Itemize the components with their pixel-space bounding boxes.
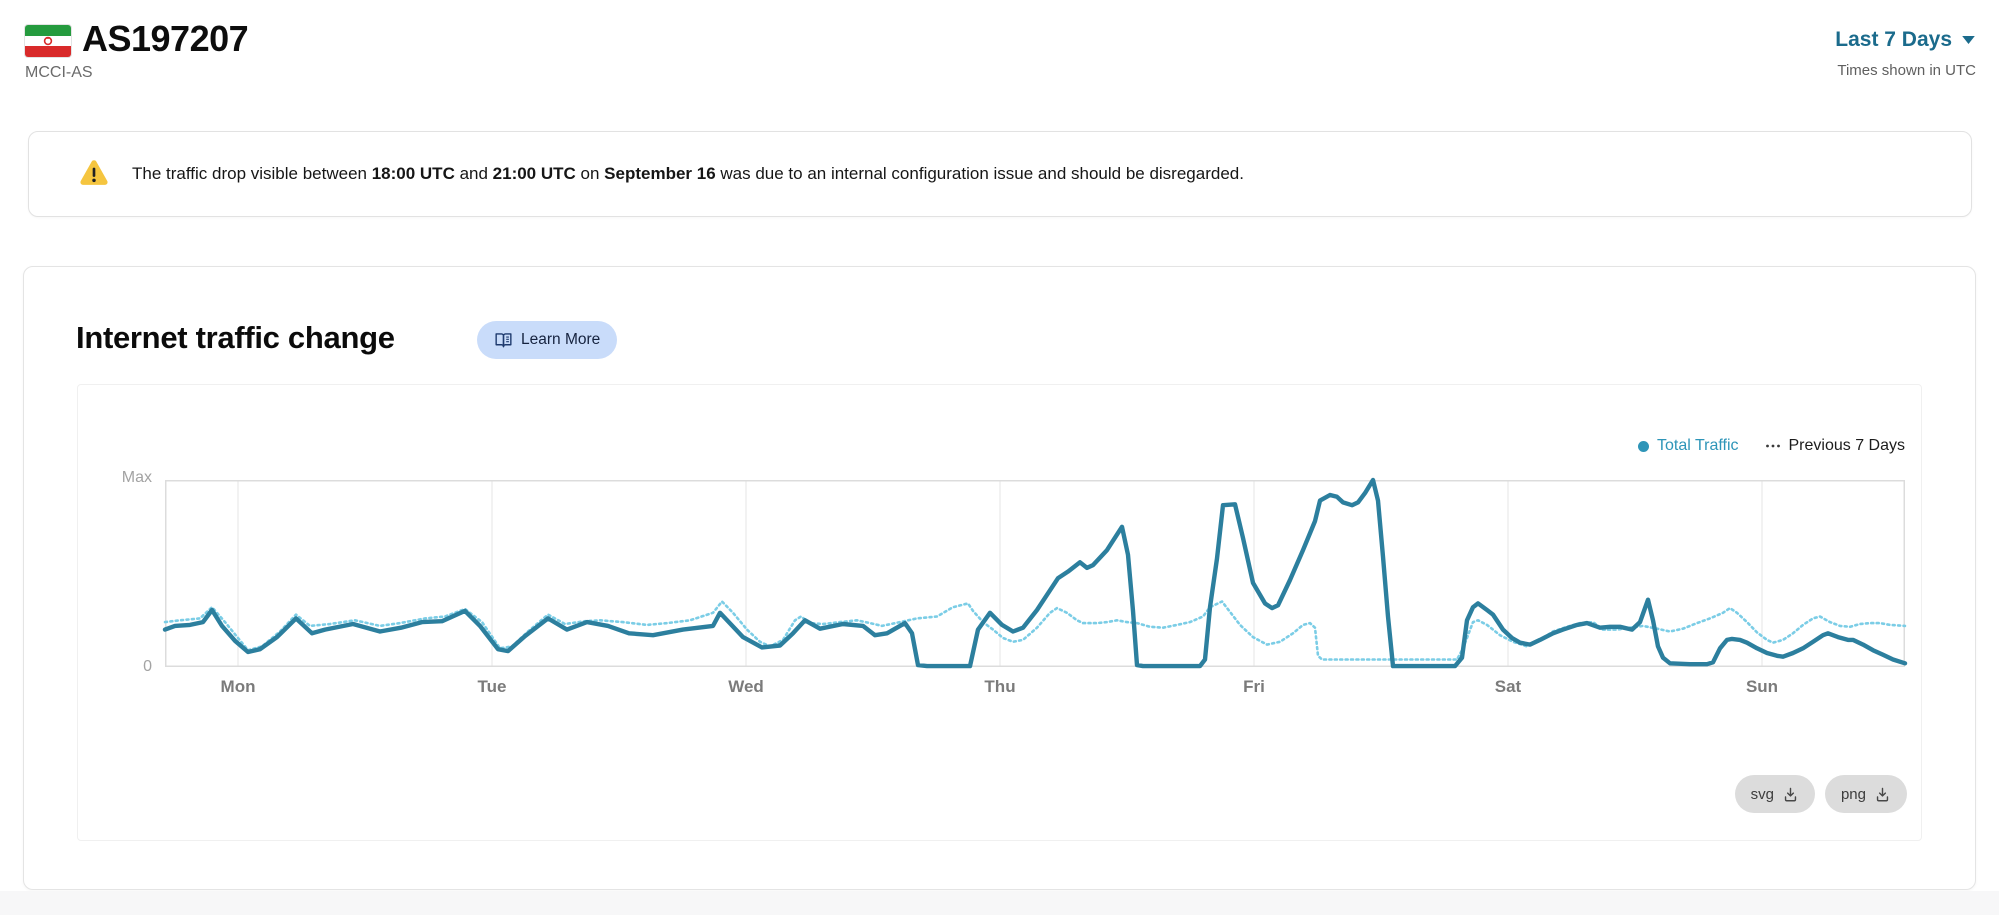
download-icon [1876,787,1889,801]
traffic-line-chart[interactable] [162,477,1908,669]
series-previous-7-days [163,600,1907,661]
download-svg-label: svg [1750,785,1774,803]
x-axis-label-sun: Sun [1745,677,1779,696]
y-axis-max-label: Max [121,469,152,486]
legend-total-traffic-label: Total Traffic [1656,437,1739,454]
chart-legend: Total Traffic Previous 7 Days [1637,437,1906,455]
x-axis-labels: Mon Tue Wed Thu Fri Sat Sun [165,677,1905,701]
card-title: Internet traffic change [76,320,395,355]
x-axis-label-sat: Sat [1494,677,1522,696]
learn-more-label: Learn More [521,331,601,348]
iran-flag-icon [24,24,72,58]
page-title: AS197207 [82,18,249,59]
download-png-button[interactable]: png [1824,775,1907,813]
x-axis-label-wed: Wed [728,677,764,696]
legend-solid-dot-icon [1637,440,1649,452]
learn-more-button[interactable]: Learn More [477,321,618,359]
legend-previous-7-days-label: Previous 7 Days [1788,437,1906,454]
book-icon [495,332,512,347]
date-range-label: Last 7 Days [1835,28,1952,51]
warning-icon [80,160,108,185]
org-name: MCCI-AS [25,64,93,81]
timezone-note: Times shown in UTC [1837,62,1976,79]
flag-white-stripe [25,35,71,47]
warning-banner: The traffic drop visible between 18:00 U… [28,131,1972,217]
legend-previous-7-days[interactable]: Previous 7 Days [1765,437,1906,455]
series-total-traffic [162,477,1908,669]
flag-green-stripe [25,25,71,36]
download-png-label: png [1840,785,1866,803]
x-axis-label-fri: Fri [1243,677,1265,696]
download-icon [1784,787,1797,801]
x-axis-label-tue: Tue [477,677,507,696]
x-axis-label-mon: Mon [220,677,256,696]
legend-total-traffic[interactable]: Total Traffic [1637,437,1739,455]
warning-text: The traffic drop visible between 18:00 U… [132,164,1244,183]
flag-emblem-icon [43,36,53,46]
download-buttons: svg png [1734,775,1907,813]
date-range-dropdown[interactable]: Last 7 Days [1835,28,1976,52]
legend-dotted-line-icon [1765,444,1780,448]
download-svg-button[interactable]: svg [1734,775,1815,813]
chevron-down-icon [1962,36,1975,44]
flag-red-stripe [25,46,71,57]
y-axis-zero-label: 0 [143,658,152,675]
page-bottom-margin [0,891,1999,915]
x-axis-label-thu: Thu [984,677,1016,696]
